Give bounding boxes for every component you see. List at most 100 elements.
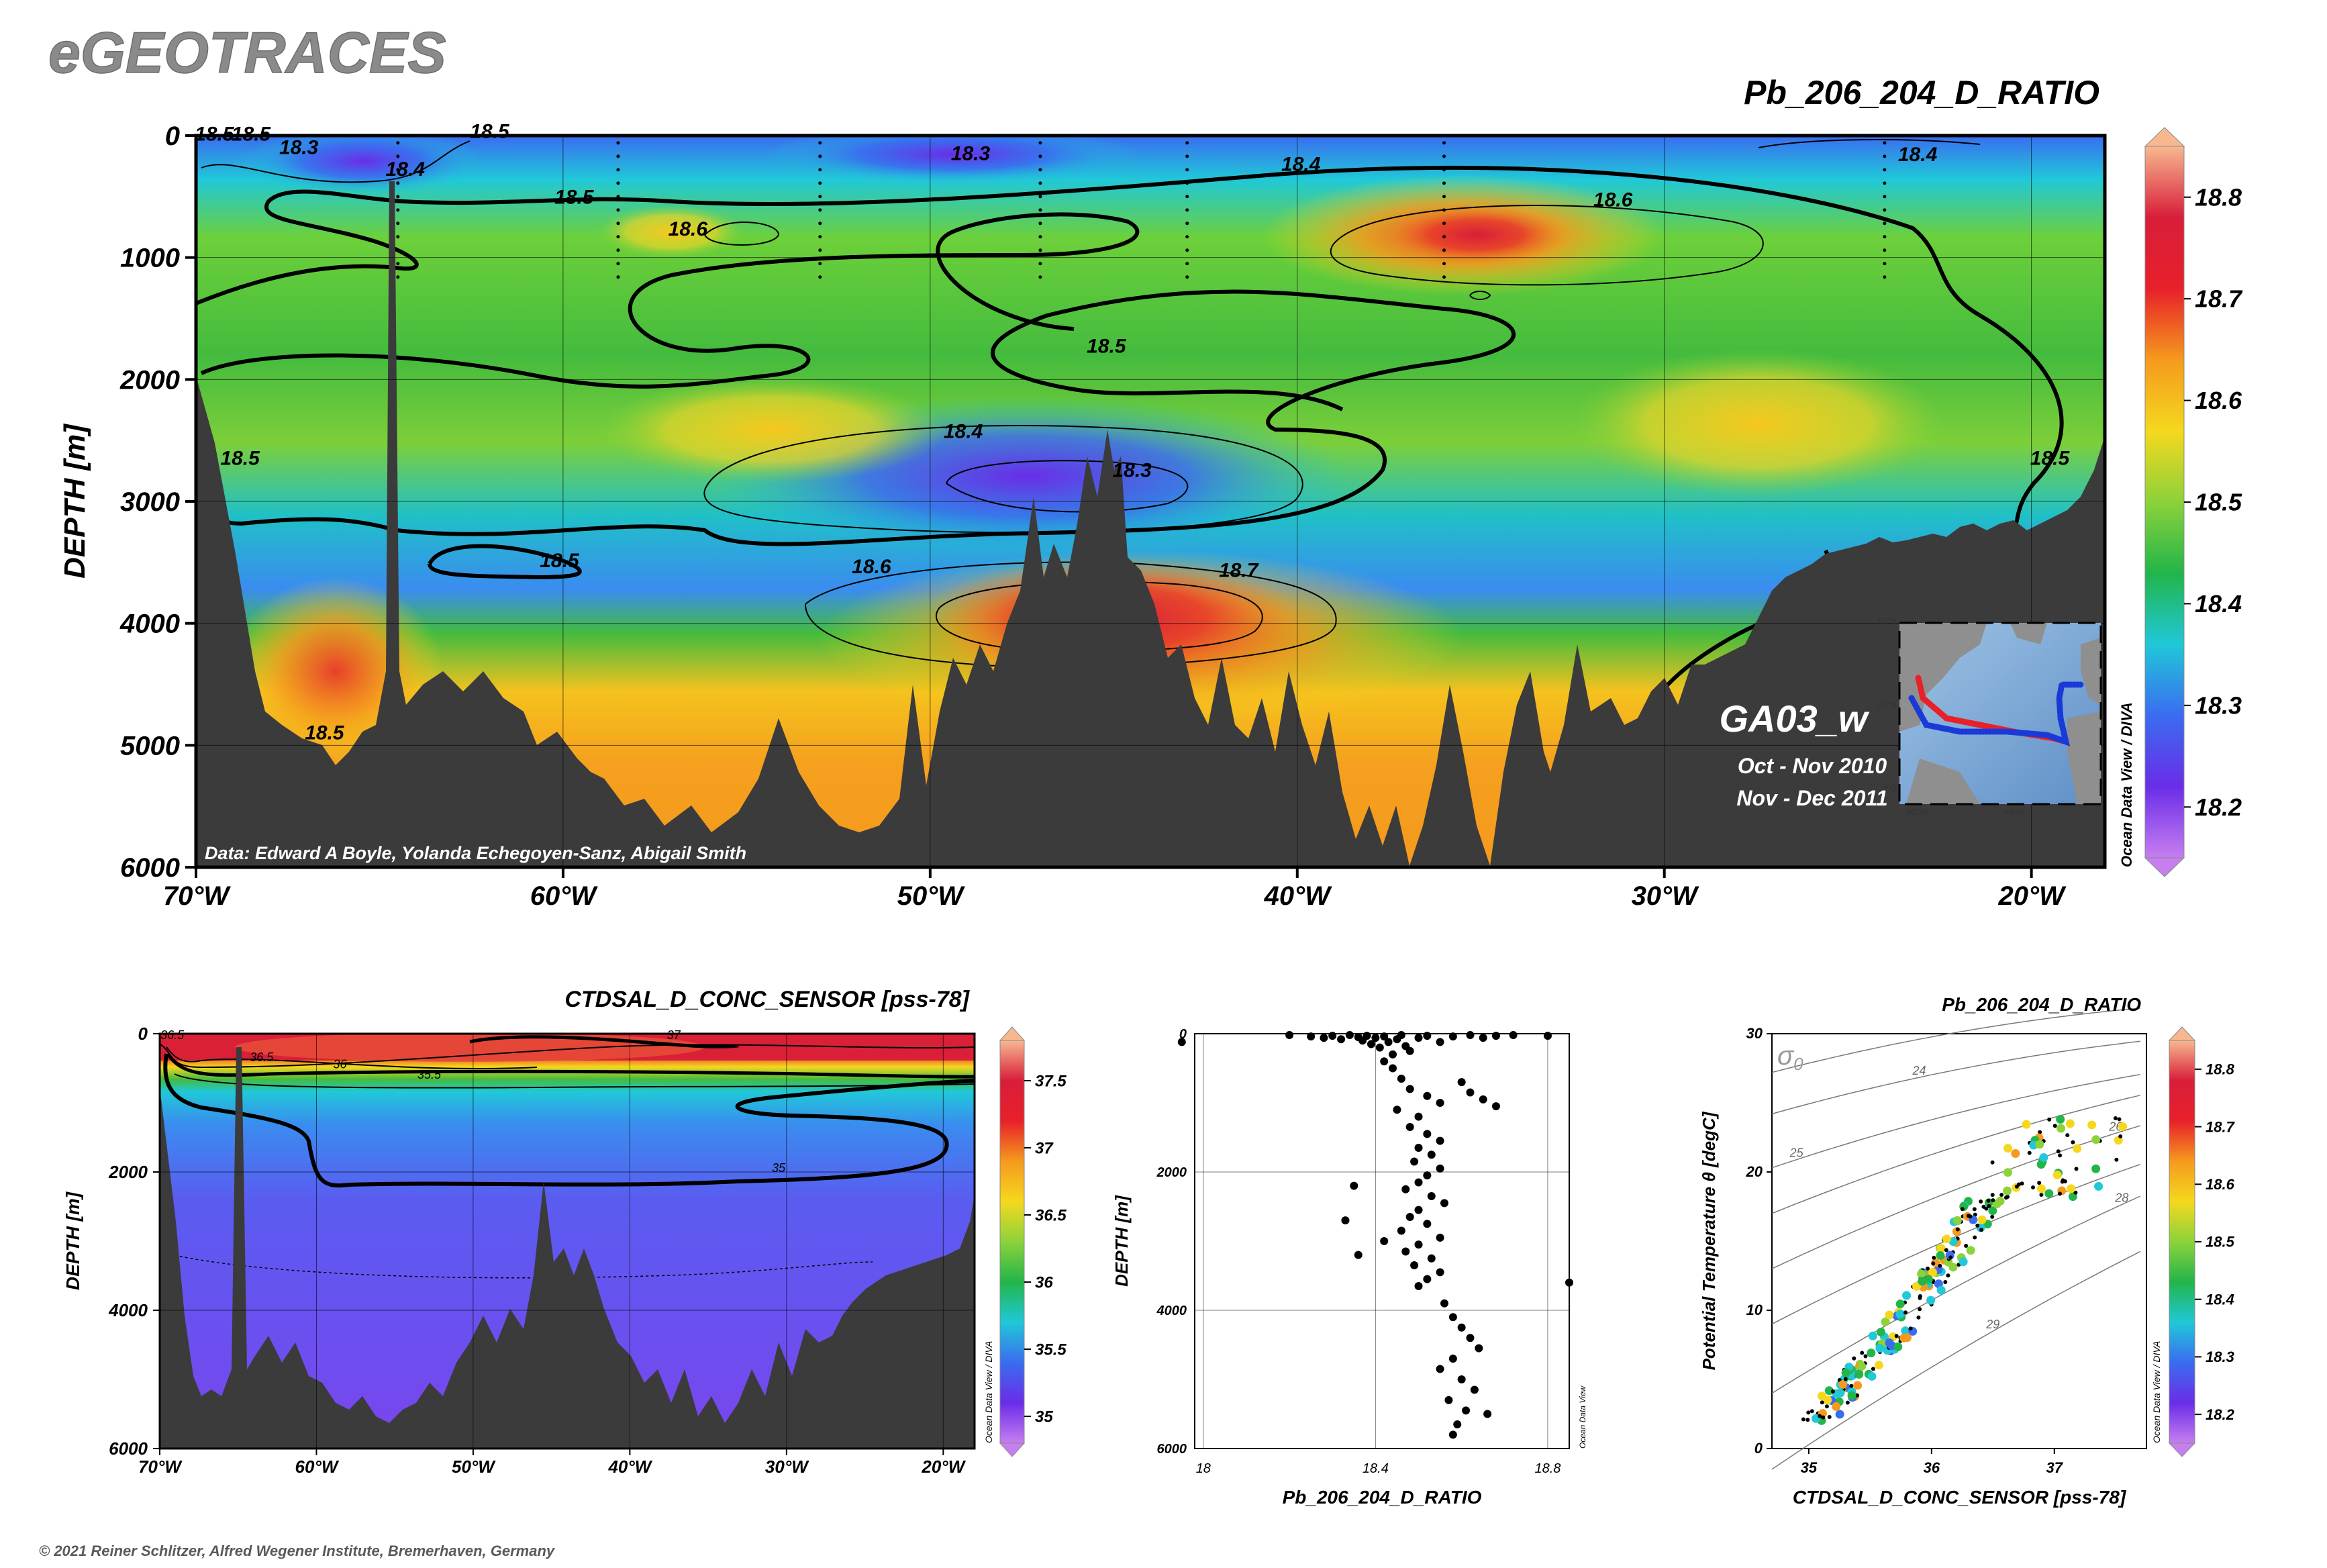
- ts-background-point: [1944, 1248, 1948, 1253]
- colorbar-tick-label: 18.4: [2195, 590, 2242, 618]
- pb-sample-dot: [396, 154, 400, 158]
- pb-sample-dot: [1442, 262, 1446, 266]
- profile-point: [1466, 1334, 1475, 1342]
- colorbar-tick-label: 18.5: [2195, 489, 2242, 516]
- profile-point: [1457, 1078, 1466, 1087]
- map-north-america: [1899, 623, 1987, 732]
- ts-background-point: [1810, 1409, 1814, 1414]
- ts-y-tick-label: 0: [1754, 1440, 1763, 1457]
- sal-contour-label: 35: [772, 1161, 786, 1175]
- profile-point: [1423, 1091, 1432, 1100]
- profile-x-tick-label: 18.4: [1363, 1461, 1389, 1476]
- pb-sample-dot: [1185, 154, 1189, 158]
- profile-point: [1405, 1123, 1414, 1132]
- ts-background-point: [1979, 1228, 1984, 1232]
- pb-sample-dot: [1185, 235, 1189, 239]
- ts-background-point: [1863, 1354, 1868, 1359]
- pb-sample-dot: [818, 222, 822, 226]
- pb-contour-label: 18.5: [540, 550, 580, 572]
- ts-colored-point: [2011, 1149, 2020, 1159]
- ts-colored-point: [2065, 1119, 2075, 1128]
- x-tick-label: 40°W: [1264, 881, 1332, 911]
- colorbar-tick-label: 37.5: [1035, 1072, 1067, 1090]
- pb-ratio-section-plot: 70°W 60°W 50°W 40°W 30°W 20°W 0 1000 2000 3000 400…: [58, 74, 2243, 911]
- y-tick-label: 2000: [119, 365, 180, 395]
- pb-sample-dot: [616, 208, 620, 212]
- pb-axes: 70°W 60°W 50°W 40°W 30°W 20°W 0 1000 2000 3000 400…: [119, 121, 2105, 911]
- ts-points: [1801, 1115, 2128, 1425]
- cruise-track-inset-map: 60°N 30°N EQ 80°W 40°W: [1877, 616, 2102, 817]
- pb-contour-label: 18.5: [195, 123, 235, 145]
- ts-background-point: [2016, 1182, 2021, 1187]
- ts-colored-point: [1836, 1388, 1845, 1398]
- colorbar-bottom-cap: [999, 1442, 1026, 1457]
- profile-point: [1491, 1032, 1500, 1040]
- ts-isopycnal-curve: [1771, 1074, 2141, 1169]
- ts-background-point: [1855, 1393, 1860, 1398]
- profile-point: [1436, 1365, 1444, 1373]
- pb-sample-dot: [1442, 141, 1446, 145]
- profile-point: [1177, 1038, 1186, 1046]
- pb-surface-low-west: [242, 136, 483, 195]
- pb-contour-label: 18.4: [1281, 154, 1321, 176]
- ts-colored-point: [1936, 1285, 1946, 1295]
- ts-background-point: [1871, 1367, 1875, 1371]
- ts-background-point: [1990, 1214, 1995, 1219]
- map-lat-30: 30°N: [1877, 699, 1897, 709]
- y-tick-label: 4000: [108, 1300, 148, 1320]
- pb-sample-dot: [1185, 208, 1189, 212]
- profile-point: [1466, 1088, 1475, 1097]
- pb-sample-dot: [1883, 248, 1887, 252]
- colorbar-tick-label: 35: [1035, 1408, 1053, 1426]
- pb-contour-label: 18.4: [944, 421, 983, 443]
- ts-background-point: [1981, 1204, 1986, 1209]
- ts-background-point: [1955, 1227, 1960, 1232]
- profile-point: [1384, 1038, 1393, 1046]
- profile-ylabel: DEPTH [m]: [1111, 1195, 1132, 1287]
- ts-background-point: [1943, 1280, 1948, 1285]
- ts-colored-point: [1895, 1310, 1905, 1319]
- colorbar-tick-label: 36.5: [1035, 1206, 1067, 1224]
- profile-axes: 18 18.4 18.8 0 2000 4000 6000: [1156, 1027, 1561, 1476]
- profile-point: [1436, 1268, 1444, 1277]
- colorbar-tick-label: 18.2: [2206, 1406, 2235, 1423]
- profile-point: [1436, 1099, 1444, 1107]
- profile-point: [1414, 1240, 1423, 1249]
- ts-colored-point: [1926, 1295, 1936, 1305]
- ts-colored-point: [2044, 1189, 2054, 1198]
- colorbar-tick-label: 37: [1035, 1139, 1054, 1157]
- pb-sample-dot: [396, 141, 400, 145]
- profile-point: [1427, 1254, 1436, 1263]
- ts-background-point: [1852, 1356, 1856, 1361]
- cruise-date-1: Oct - Nov 2010: [1738, 754, 1887, 778]
- pb-sample-dot: [616, 235, 620, 239]
- profile-point: [1427, 1192, 1436, 1201]
- colorbar-bottom-cap: [2168, 1442, 2196, 1457]
- cruise-date-2: Nov - Dec 2011: [1736, 786, 1887, 810]
- map-lon-40: 40°W: [2003, 807, 2026, 817]
- pb-sample-dot: [616, 181, 620, 185]
- profile-point: [1479, 1095, 1487, 1104]
- ts-colored-point: [1841, 1368, 1850, 1377]
- profile-point: [1337, 1035, 1346, 1044]
- ts-background-point: [2003, 1195, 2008, 1200]
- ts-isopycnal-curve: [1771, 1094, 2141, 1214]
- ts-colored-point: [1835, 1410, 1844, 1419]
- ts-colored-point: [2052, 1170, 2062, 1179]
- y-tick-label: 3000: [120, 487, 180, 517]
- pb-sample-dot: [1442, 235, 1446, 239]
- pb-ylabel: DEPTH [m]: [58, 424, 91, 579]
- pb-sample-dot: [1442, 181, 1446, 185]
- ts-odv-credit: Ocean Data View / DIVA: [2151, 1341, 2162, 1443]
- ts-colored-point: [1995, 1196, 2005, 1206]
- ts-colored-point: [1901, 1326, 1910, 1336]
- pb-sample-dot: [1185, 141, 1189, 145]
- ts-colored-point: [1942, 1234, 1951, 1244]
- pb-surface-low: [765, 136, 1141, 185]
- pb-sample-dot: [1442, 154, 1446, 158]
- ts-background-point: [2073, 1190, 2078, 1195]
- ts-colored-point: [1867, 1371, 1877, 1381]
- ts-background-point: [1894, 1334, 1899, 1338]
- pb-sample-dot: [1038, 235, 1042, 239]
- ts-y-tick-label: 20: [1746, 1163, 1763, 1180]
